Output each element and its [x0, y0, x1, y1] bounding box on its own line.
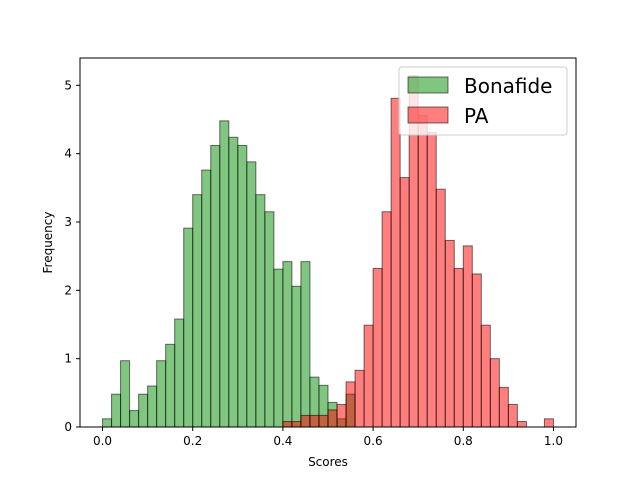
bar-bonafide: [210, 144, 221, 428]
x-tick-label: 0.0: [93, 434, 112, 448]
y-tick-label: 5: [64, 78, 72, 92]
series-bonafide: [102, 120, 356, 428]
bar-bonafide: [174, 318, 185, 428]
bar-bonafide: [291, 285, 302, 428]
bar-pa: [435, 188, 446, 428]
bar-bonafide: [165, 343, 176, 428]
x-axis-label: Scores: [308, 455, 348, 469]
bar-pa: [507, 403, 518, 428]
bar-pa: [399, 177, 410, 428]
y-tick-label: 4: [64, 147, 72, 161]
ticks-layer: 0.0 0.2 0.4 0.6 0.8 1.0 0 1 2 3 4 5: [64, 78, 563, 448]
legend-label-pa: PA: [464, 104, 489, 128]
bar-pa: [282, 421, 293, 428]
bar-bonafide: [111, 393, 122, 428]
bar-pa: [345, 381, 356, 428]
legend-swatch-pa: [407, 106, 449, 124]
y-axis-label: Frequency: [41, 212, 55, 274]
bar-pa: [363, 324, 374, 428]
bar-bonafide: [300, 261, 311, 428]
x-tick-label: 0.4: [273, 434, 292, 448]
bar-bonafide: [246, 161, 257, 428]
bar-bonafide: [156, 360, 167, 428]
bar-pa: [516, 421, 527, 428]
bar-bonafide: [201, 169, 212, 428]
bar-pa: [462, 245, 473, 428]
bar-bonafide: [183, 227, 194, 428]
bar-pa: [291, 421, 302, 428]
bar-bonafide: [102, 418, 113, 428]
bar-pa: [453, 267, 464, 428]
bar-pa: [444, 239, 455, 428]
bar-bonafide: [147, 385, 158, 428]
bar-bonafide: [228, 136, 239, 428]
bar-pa: [480, 324, 491, 428]
bar-bonafide: [129, 410, 140, 428]
bar-pa: [300, 414, 311, 428]
bar-pa: [327, 409, 338, 428]
bar-pa: [498, 386, 509, 428]
bar-pa: [543, 418, 554, 428]
bar-bonafide: [273, 268, 284, 428]
bar-pa: [381, 211, 392, 428]
x-tick-label: 0.6: [364, 434, 383, 448]
x-tick-label: 0.8: [454, 434, 473, 448]
y-tick-label: 0: [64, 420, 72, 434]
bar-bonafide: [138, 393, 149, 428]
legend-label-bonafide: Bonafide: [464, 74, 553, 98]
bar-bonafide: [237, 144, 248, 428]
bar-pa: [372, 267, 383, 428]
bar-bonafide: [120, 360, 131, 428]
axes-frame: [79, 57, 577, 428]
bar-bonafide: [282, 261, 293, 428]
bar-pa: [318, 414, 329, 428]
y-tick-label: 2: [64, 283, 72, 297]
y-tick-label: 1: [64, 352, 72, 366]
bar-pa: [354, 369, 365, 428]
bar-pa: [390, 97, 401, 428]
bar-pa: [309, 414, 320, 428]
y-tick-label: 3: [64, 215, 72, 229]
x-tick-label: 1.0: [544, 434, 563, 448]
bar-bonafide: [255, 194, 266, 428]
legend: Bonafide PA: [398, 66, 568, 136]
x-tick-label: 0.2: [183, 434, 202, 448]
bar-pa: [426, 131, 437, 428]
bar-bonafide: [192, 194, 203, 428]
bar-pa: [471, 273, 482, 428]
bar-bonafide: [219, 120, 230, 428]
bar-pa: [417, 114, 428, 428]
bar-bonafide: [264, 211, 275, 428]
legend-swatch-bonafide: [407, 76, 449, 94]
bar-pa: [336, 403, 347, 428]
bar-pa: [489, 358, 500, 428]
bars-layer: [102, 75, 554, 428]
